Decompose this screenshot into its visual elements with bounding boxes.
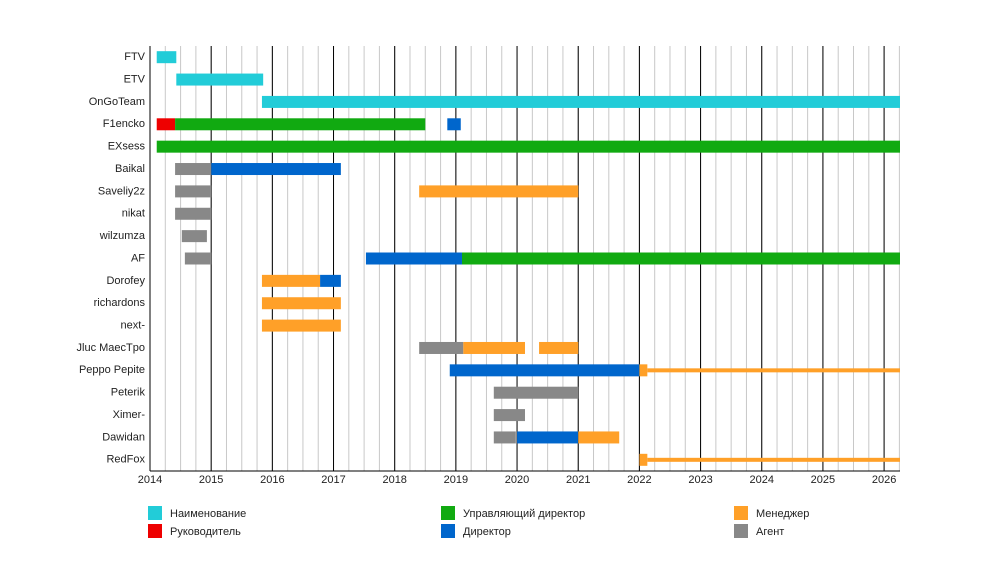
- legend-swatch: [441, 524, 455, 538]
- x-tick-label: 2024: [750, 474, 774, 486]
- thin-bar: [647, 457, 900, 462]
- bar: [175, 207, 212, 220]
- bar: [176, 73, 264, 86]
- bar: [261, 274, 321, 287]
- row-label: wilzumza: [99, 230, 146, 242]
- bar: [639, 364, 648, 377]
- bar: [261, 95, 900, 108]
- row-label: next-: [121, 320, 146, 332]
- row-label: Baikal: [115, 163, 145, 175]
- x-tick-label: 2021: [566, 474, 590, 486]
- bar: [175, 118, 426, 131]
- bar: [419, 185, 579, 198]
- bar: [184, 252, 212, 265]
- legend-swatch: [148, 506, 162, 520]
- bar: [211, 163, 341, 176]
- row-label: FTV: [124, 51, 145, 63]
- x-tick-label: 2017: [321, 474, 345, 486]
- bar: [493, 431, 516, 444]
- legend-label: Руководитель: [170, 526, 241, 538]
- bar: [175, 185, 212, 198]
- bar: [156, 118, 176, 131]
- row-label: ETV: [124, 73, 146, 85]
- bar: [463, 341, 525, 354]
- legend-label: Управляющий директор: [463, 508, 585, 520]
- legend-label: Агент: [756, 526, 784, 538]
- thin-bar: [647, 368, 900, 373]
- bar: [181, 230, 207, 243]
- row-label: Saveliy2z: [98, 185, 145, 197]
- x-tick-label: 2015: [199, 474, 223, 486]
- row-label: Ximer-: [113, 409, 146, 421]
- bar: [539, 341, 579, 354]
- x-tick-label: 2019: [444, 474, 468, 486]
- bar: [261, 297, 341, 310]
- bar: [261, 319, 341, 332]
- legend-swatch: [734, 506, 748, 520]
- x-tick-label: 2014: [138, 474, 162, 486]
- legend-swatch: [734, 524, 748, 538]
- row-label: RedFox: [106, 454, 145, 466]
- legend-label: Менеджер: [756, 508, 809, 520]
- row-label: AF: [131, 252, 145, 264]
- x-tick-label: 2022: [627, 474, 651, 486]
- bar: [175, 163, 212, 176]
- row-label: EXsess: [108, 141, 146, 153]
- bar: [156, 140, 901, 153]
- legend-label: Директор: [463, 526, 511, 538]
- bar: [320, 274, 341, 287]
- bar: [449, 364, 640, 377]
- bar: [517, 431, 579, 444]
- x-tick-label: 2023: [688, 474, 712, 486]
- row-label: Dorofey: [106, 275, 145, 287]
- bar: [419, 341, 464, 354]
- row-label: OnGoTeam: [89, 96, 145, 108]
- bar: [493, 386, 579, 399]
- bar: [493, 409, 525, 422]
- row-label: richardons: [94, 297, 146, 309]
- row-label: nikat: [122, 208, 145, 220]
- x-tick-label: 2016: [260, 474, 284, 486]
- x-tick-label: 2026: [872, 474, 896, 486]
- bar: [639, 453, 648, 466]
- bar: [578, 431, 620, 444]
- x-tick-label: 2025: [811, 474, 835, 486]
- legend-swatch: [148, 524, 162, 538]
- bar: [156, 51, 177, 64]
- legend-swatch: [441, 506, 455, 520]
- row-label: Dawidan: [102, 431, 145, 443]
- bar: [365, 252, 462, 265]
- x-tick-label: 2020: [505, 474, 529, 486]
- bar: [447, 118, 461, 131]
- row-label: Peterik: [111, 387, 146, 399]
- row-label: Peppo Pepite: [79, 364, 145, 376]
- x-tick-label: 2018: [382, 474, 406, 486]
- bar: [461, 252, 900, 265]
- legend-label: Наименование: [170, 508, 246, 520]
- row-label: Jluc MaecTpo: [77, 342, 145, 354]
- row-label: F1encko: [103, 118, 145, 130]
